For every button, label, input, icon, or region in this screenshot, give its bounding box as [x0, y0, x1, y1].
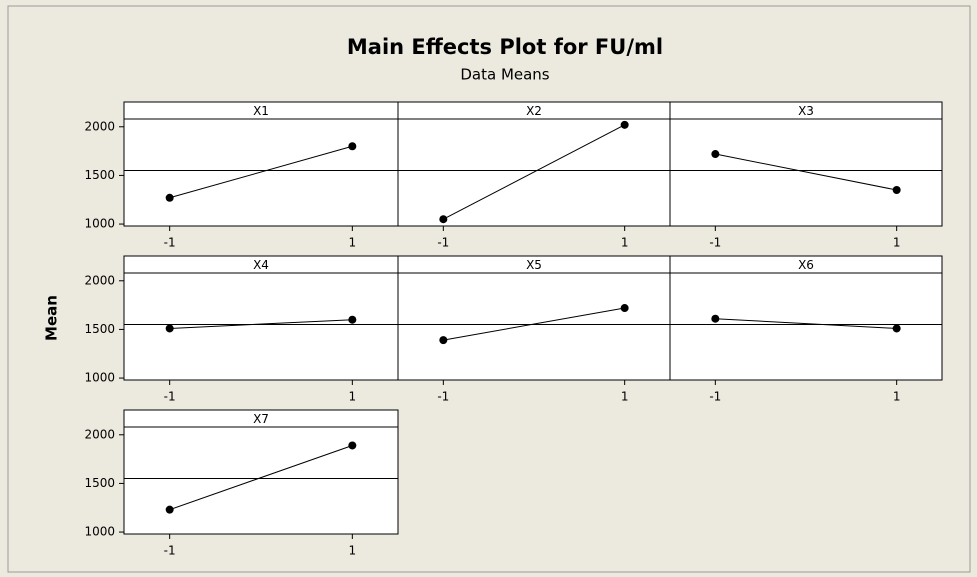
chart-title: Main Effects Plot for FU/ml	[347, 35, 663, 59]
point	[439, 215, 448, 224]
point	[892, 324, 901, 333]
panel	[123, 255, 399, 381]
x-tick-label: 1	[349, 544, 357, 558]
panel-title: X4	[253, 258, 269, 272]
panel	[669, 255, 943, 381]
x-tick-label: -1	[709, 390, 721, 404]
panel-title: X7	[253, 412, 269, 426]
y-tick-label: 2000	[84, 427, 115, 441]
point	[620, 120, 629, 129]
point	[711, 150, 720, 159]
effect-line	[169, 319, 353, 329]
x-tick-label: -1	[164, 236, 176, 250]
y-axis-label: Mean	[43, 295, 61, 341]
x-tick-label: 1	[893, 390, 901, 404]
x-tick-label: -1	[437, 390, 449, 404]
x-tick-label: -1	[437, 236, 449, 250]
y-tick-label: 1000	[84, 525, 115, 539]
point	[711, 314, 720, 323]
x-tick-label: -1	[164, 544, 176, 558]
panel-title: X1	[253, 104, 269, 118]
effect-line	[169, 445, 353, 511]
x-tick-label: 1	[621, 390, 629, 404]
point	[165, 193, 174, 202]
x-tick-label: -1	[164, 390, 176, 404]
point	[348, 315, 357, 324]
y-tick-label: 1000	[84, 371, 115, 385]
x-tick-label: 1	[349, 236, 357, 250]
y-tick-label: 1500	[84, 476, 115, 490]
y-tick-label: 2000	[84, 119, 115, 133]
panel	[397, 101, 671, 227]
panel-title: X2	[526, 104, 542, 118]
effect-line	[169, 145, 353, 199]
y-tick-label: 1000	[84, 217, 115, 231]
x-tick-label: 1	[893, 236, 901, 250]
x-tick-label: 1	[349, 390, 357, 404]
panel	[123, 409, 399, 535]
effect-line	[715, 318, 897, 329]
panel-title: X5	[526, 258, 542, 272]
x-tick-label: 1	[621, 236, 629, 250]
y-tick-label: 1500	[84, 322, 115, 336]
frame	[7, 5, 971, 573]
y-tick-label: 2000	[84, 273, 115, 287]
panel-title: X3	[798, 104, 814, 118]
panel-title: X6	[798, 258, 814, 272]
point	[348, 142, 357, 151]
effect-line	[443, 124, 625, 220]
panel	[123, 101, 399, 227]
y-tick-label: 1500	[84, 168, 115, 182]
effect-line	[715, 153, 897, 191]
chart-subtitle: Data Means	[460, 66, 549, 84]
point	[165, 324, 174, 333]
panel	[397, 255, 671, 381]
point	[348, 441, 357, 450]
x-tick-label: -1	[709, 236, 721, 250]
point	[620, 304, 629, 313]
panel	[669, 101, 943, 227]
effect-line	[443, 307, 625, 341]
point	[892, 186, 901, 195]
point	[165, 505, 174, 514]
point	[439, 336, 448, 345]
